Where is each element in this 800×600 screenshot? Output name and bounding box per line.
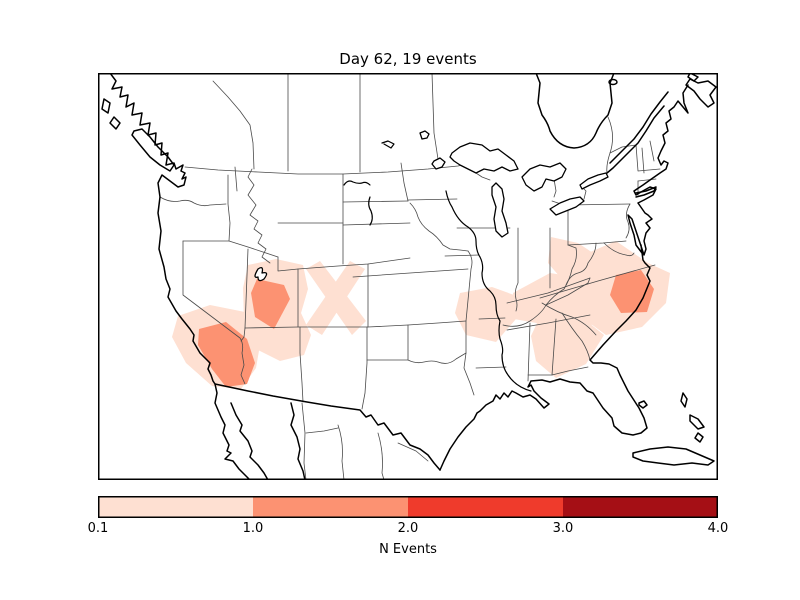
map-canvas	[98, 73, 718, 480]
patch-arkansas-light	[455, 287, 516, 342]
colorbar-tick-2: 2.0	[397, 521, 419, 536]
lake-huron	[521, 162, 567, 192]
patch-utah-core	[251, 279, 290, 329]
colorbar-segment-1	[98, 496, 253, 518]
colorbar-tick-3: 3.0	[552, 521, 574, 536]
event-density-patches	[172, 237, 670, 389]
colorbar-segment-3	[408, 496, 563, 518]
rivers	[343, 140, 532, 392]
colorbar-tick-1: 1.0	[242, 521, 264, 536]
lake-superior	[449, 142, 519, 174]
patch-colorado-band-ne-sw	[306, 261, 365, 335]
colorbar-tick-0: 0.1	[87, 521, 109, 536]
patch-georgia-light	[531, 314, 604, 378]
colorbar-segment-2	[253, 496, 408, 518]
lake-of-the-woods	[431, 157, 446, 170]
lake-manitoba	[419, 130, 430, 140]
colorbar-segment-4	[563, 496, 718, 518]
colorbar-frame	[98, 496, 718, 518]
map-axes	[98, 73, 718, 480]
great-lakes	[254, 130, 609, 282]
colorbar-tick-4: 4.0	[707, 521, 729, 536]
patch-north-carolina-core	[610, 270, 654, 313]
lake-ontario	[579, 172, 609, 190]
lake-michigan	[491, 182, 509, 238]
patch-arizona-core	[198, 322, 255, 387]
colorbar-label: N Events	[379, 542, 437, 557]
colorbar	[98, 496, 718, 518]
map-frame	[98, 73, 718, 480]
lake-erie	[549, 196, 585, 216]
plot-title: Day 62, 19 events	[339, 50, 477, 68]
great-salt-lake	[254, 267, 268, 282]
coastlines	[101, 73, 717, 480]
